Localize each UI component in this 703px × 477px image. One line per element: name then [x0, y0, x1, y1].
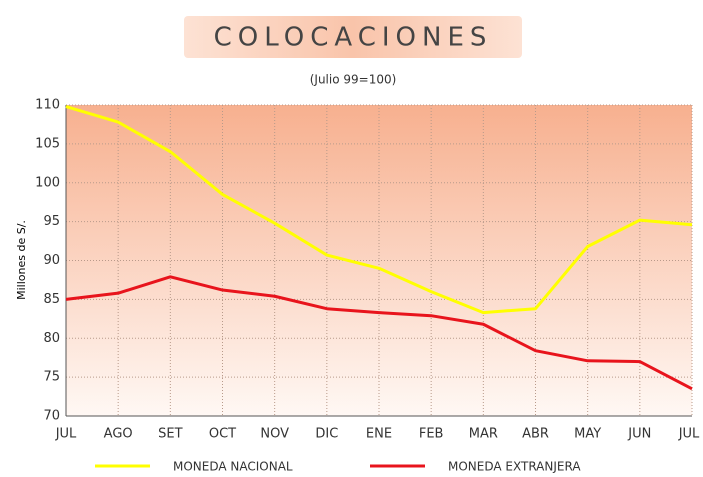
- x-tick-label: ABR: [522, 427, 549, 442]
- series-line: [65, 105, 693, 315]
- chart-subtitle: (Julio 99=100): [310, 73, 397, 87]
- y-tick-label: 110: [35, 98, 60, 113]
- y-tick-label: 75: [43, 370, 60, 385]
- title-box: [184, 16, 522, 58]
- x-tick-label: JUL: [55, 427, 77, 442]
- y-tick-label: 105: [35, 136, 60, 151]
- x-tick-label: OCT: [209, 427, 236, 442]
- y-tick-label: 70: [43, 409, 60, 424]
- x-tick-label: NOV: [260, 427, 289, 442]
- x-tick-label: AGO: [104, 427, 133, 442]
- legend-label: MONEDA EXTRANJERA: [448, 460, 581, 474]
- legend-label: MONEDA NACIONAL: [173, 460, 293, 474]
- x-tick-label: MAR: [469, 427, 498, 442]
- y-tick-label: 90: [43, 253, 60, 268]
- y-tick-label: 95: [43, 214, 60, 229]
- y-tick-label: 85: [43, 292, 60, 307]
- x-tick-label: MAY: [574, 427, 601, 442]
- chart-title: COLOCACIONES: [214, 23, 493, 53]
- series-line: [65, 275, 693, 391]
- y-axis-label: Millones de S/.: [15, 220, 28, 300]
- legend: MONEDA NACIONAL MONEDA EXTRANJERA: [95, 460, 581, 474]
- x-tick-label: DIC: [315, 427, 338, 442]
- x-tick-label: JUN: [627, 427, 651, 442]
- y-tick-label: 100: [35, 175, 60, 190]
- x-tick-label: SET: [158, 427, 182, 442]
- x-tick-label: ENE: [366, 427, 392, 442]
- plot-area: 70 75 80 85 90 95 100 105 110 JUL AGO SET OCT NOV DIC E…: [35, 98, 700, 442]
- x-tick-label: FEB: [419, 427, 444, 442]
- x-tick-label: JUL: [678, 427, 700, 442]
- y-tick-label: 80: [43, 331, 60, 346]
